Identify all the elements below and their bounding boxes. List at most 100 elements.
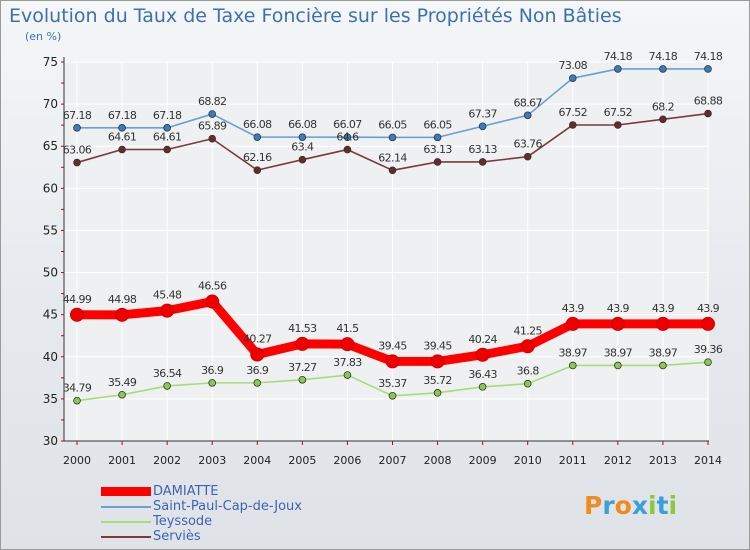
data-point xyxy=(205,294,220,309)
data-label: 43.9 xyxy=(562,302,585,315)
data-label: 36.43 xyxy=(468,368,497,381)
y-tick-label: 35 xyxy=(43,392,58,406)
legend-item: DAMIATTE xyxy=(101,484,302,499)
data-label: 67.18 xyxy=(63,109,92,122)
data-label: 39.36 xyxy=(694,343,723,356)
data-label: 36.9 xyxy=(201,364,224,377)
data-label: 74.18 xyxy=(694,50,723,63)
legend-item: Saint-Paul-Cap-de-Joux xyxy=(101,499,302,514)
logo-letter: o xyxy=(614,491,632,520)
data-label: 67.37 xyxy=(468,107,497,120)
y-tick-label: 30 xyxy=(43,434,58,448)
logo-letter: x xyxy=(631,491,648,520)
data-point xyxy=(163,124,171,132)
data-point xyxy=(433,158,442,166)
data-label: 66.08 xyxy=(243,118,272,131)
data-label: 41.25 xyxy=(513,324,542,337)
data-point xyxy=(388,391,397,400)
x-tick-label: 2010 xyxy=(514,454,542,467)
data-point xyxy=(250,347,265,362)
data-point xyxy=(478,122,487,131)
data-label: 45.48 xyxy=(153,289,182,302)
legend-label: Teyssode xyxy=(153,514,213,529)
logo-letter: i xyxy=(648,491,657,520)
data-point xyxy=(701,316,715,331)
x-tick-label: 2006 xyxy=(333,454,361,467)
y-tick-label: 70 xyxy=(43,97,58,111)
data-point xyxy=(385,354,400,369)
data-label: 39.45 xyxy=(378,339,407,352)
data-point xyxy=(298,375,307,384)
chart-subtitle: (en %) xyxy=(25,30,62,43)
data-label: 74.18 xyxy=(604,50,633,63)
data-point xyxy=(614,121,622,129)
logo-letter: r xyxy=(602,491,615,520)
x-tick-label: 2002 xyxy=(153,454,181,467)
x-tick-label: 2004 xyxy=(243,454,271,467)
legend-swatch xyxy=(101,505,151,508)
data-point xyxy=(433,389,442,397)
data-label: 34.79 xyxy=(63,382,92,395)
x-tick-label: 2005 xyxy=(288,454,316,467)
data-label: 40.27 xyxy=(243,333,272,346)
data-point xyxy=(523,379,532,388)
data-point xyxy=(73,124,81,132)
data-point xyxy=(659,65,667,73)
x-tick-label: 2011 xyxy=(559,454,587,467)
x-tick-label: 2003 xyxy=(198,454,226,467)
data-label: 68.67 xyxy=(513,96,542,109)
data-point xyxy=(388,133,397,142)
y-tick-label: 50 xyxy=(43,266,58,280)
data-label: 68.82 xyxy=(198,95,227,108)
data-point xyxy=(565,316,580,331)
data-point xyxy=(430,354,445,369)
x-tick-label: 2001 xyxy=(108,454,136,467)
data-point xyxy=(433,133,442,142)
data-label: 62.16 xyxy=(243,151,272,164)
data-label: 35.72 xyxy=(423,374,452,387)
data-point xyxy=(659,361,667,370)
data-point xyxy=(523,111,532,120)
data-label: 68.88 xyxy=(694,95,723,108)
chart-title: Evolution du Taux de Taxe Foncière sur l… xyxy=(9,5,622,27)
data-label: 64.61 xyxy=(153,131,182,144)
data-point xyxy=(704,109,712,118)
data-point xyxy=(475,347,490,362)
data-label: 46.56 xyxy=(198,280,227,293)
data-point xyxy=(73,158,81,167)
data-label: 66.08 xyxy=(288,118,317,131)
data-label: 63.06 xyxy=(63,144,92,157)
x-tick-label: 2009 xyxy=(469,454,497,467)
data-point xyxy=(340,337,355,352)
data-label: 38.97 xyxy=(559,346,588,359)
y-tick-label: 40 xyxy=(43,350,58,364)
legend-label: Saint-Paul-Cap-de-Joux xyxy=(153,499,302,514)
data-point xyxy=(163,145,171,154)
data-label: 36.8 xyxy=(517,365,540,378)
data-label: 67.52 xyxy=(559,106,588,119)
legend-label: Serviès xyxy=(153,529,201,544)
data-label: 74.18 xyxy=(649,50,678,63)
data-label: 38.97 xyxy=(649,346,678,359)
data-point xyxy=(704,65,712,73)
data-point xyxy=(253,166,262,174)
data-label: 35.37 xyxy=(378,377,407,390)
data-point xyxy=(118,390,126,399)
legend-swatch xyxy=(101,535,151,538)
data-label: 41.53 xyxy=(288,322,317,335)
data-label: 36.9 xyxy=(246,364,269,377)
data-point xyxy=(388,166,397,175)
data-label: 64.61 xyxy=(108,131,137,144)
data-label: 44.98 xyxy=(108,293,137,306)
x-tick-label: 2000 xyxy=(63,454,91,467)
data-label: 43.9 xyxy=(697,302,720,315)
data-point xyxy=(70,307,84,322)
data-label: 66.07 xyxy=(333,118,362,131)
data-point xyxy=(343,133,352,142)
data-point xyxy=(253,133,262,141)
data-point xyxy=(208,110,217,118)
y-tick-label: 45 xyxy=(43,308,58,322)
data-label: 43.9 xyxy=(607,302,630,315)
